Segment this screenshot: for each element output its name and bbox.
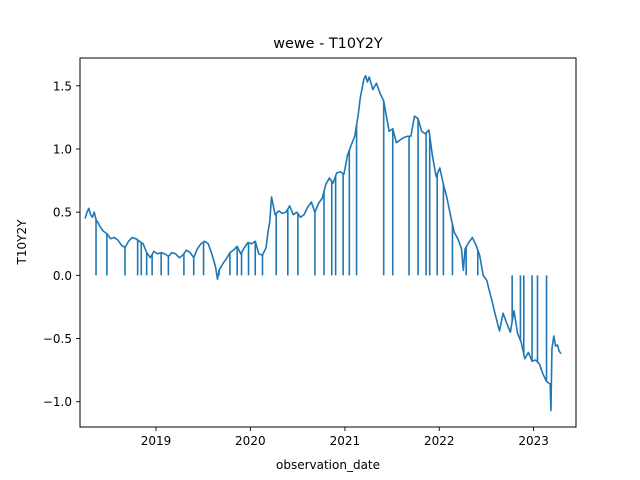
y-tick-label: −0.5 (43, 332, 72, 346)
y-tick-label: 0.5 (53, 206, 72, 220)
y-tick-label: 1.0 (53, 142, 72, 156)
plot-frame (79, 57, 577, 428)
x-tick-label: 2022 (424, 434, 455, 448)
x-axis-label: observation_date (276, 458, 380, 472)
x-tick-label: 2020 (235, 434, 266, 448)
chart-title: wewe - T10Y2Y (273, 36, 383, 52)
y-tick-label: 1.5 (53, 79, 72, 93)
x-tick-label: 2019 (141, 434, 172, 448)
plot-area: 2019 2020 2021 2022 2023 −1.0 −0.5 0.0 0.5 1.0 1.5 (43, 57, 577, 448)
series-line (84, 74, 562, 412)
y-axis-label: T10Y2Y (15, 219, 29, 266)
x-tick-label: 2021 (330, 434, 361, 448)
x-tick-label: 2023 (518, 434, 549, 448)
y-tick-label: 0.0 (53, 269, 72, 283)
y-tick-label: −1.0 (43, 395, 72, 409)
